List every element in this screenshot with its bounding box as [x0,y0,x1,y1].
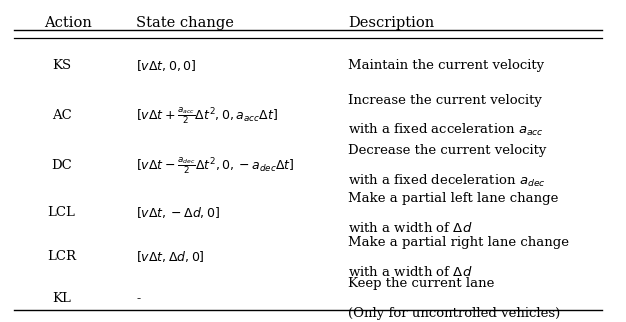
Text: Maintain the current velocity: Maintain the current velocity [348,59,544,72]
Text: with a fixed deceleration $a_{dec}$: with a fixed deceleration $a_{dec}$ [348,172,546,188]
Text: KL: KL [52,292,71,305]
Text: with a width of $\Delta d$: with a width of $\Delta d$ [348,221,473,235]
Text: with a fixed acceleration $a_{acc}$: with a fixed acceleration $a_{acc}$ [348,122,544,138]
Text: with a width of $\Delta d$: with a width of $\Delta d$ [348,265,473,279]
Text: $[v\Delta t, -\Delta d, 0]$: $[v\Delta t, -\Delta d, 0]$ [136,205,220,220]
Text: Description: Description [348,16,434,30]
Text: Make a partial right lane change: Make a partial right lane change [348,236,569,249]
Text: AC: AC [51,109,71,122]
Text: Keep the current lane: Keep the current lane [348,278,495,290]
Text: Increase the current velocity: Increase the current velocity [348,94,541,107]
Text: Decrease the current velocity: Decrease the current velocity [348,144,546,157]
Text: (Only for uncontrolled vehicles): (Only for uncontrolled vehicles) [348,307,560,320]
Text: State change: State change [136,16,234,30]
Text: $[v\Delta t, 0, 0]$: $[v\Delta t, 0, 0]$ [136,58,197,73]
Text: LCL: LCL [48,206,75,219]
Text: $[v\Delta t + \frac{a_{acc}}{2}\Delta t^2, 0, a_{acc}\Delta t]$: $[v\Delta t + \frac{a_{acc}}{2}\Delta t^… [136,105,279,126]
Text: KS: KS [52,59,71,72]
Text: LCR: LCR [47,251,76,263]
Text: Make a partial left lane change: Make a partial left lane change [348,192,558,204]
Text: -: - [136,292,140,305]
Text: DC: DC [51,159,72,172]
Text: $[v\Delta t, \Delta d, 0]$: $[v\Delta t, \Delta d, 0]$ [136,250,205,264]
Text: $[v\Delta t - \frac{a_{dec}}{2}\Delta t^2, 0, -a_{dec}\Delta t]$: $[v\Delta t - \frac{a_{dec}}{2}\Delta t^… [136,155,295,176]
Text: Action: Action [44,16,92,30]
